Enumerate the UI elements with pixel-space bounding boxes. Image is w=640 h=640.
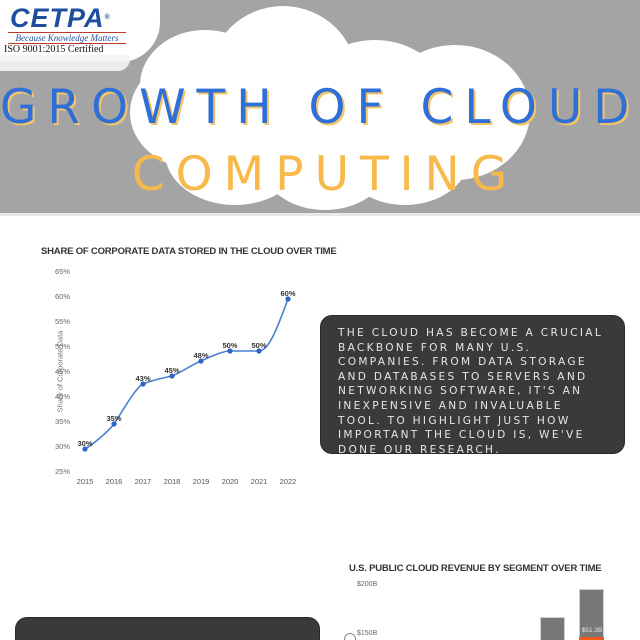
bar-segment [579,637,604,640]
data-point [169,373,175,379]
brush-stroke-tail [0,55,130,71]
y-tick: 40% [54,392,70,401]
registered-mark: ® [104,14,111,21]
chart-title: U.S. PUBLIC CLOUD REVENUE BY SEGMENT OVE… [349,563,602,574]
data-point [111,421,117,427]
data-label: 43% [135,374,151,383]
data-label: 50% [222,341,238,350]
chart-title: SHARE OF CORPORATE DATA STORED IN THE CL… [41,246,337,257]
header-banner: CETPA® Because Knowledge Matters ISO 900… [0,0,640,213]
x-tick: 2015 [76,477,94,486]
data-point [256,348,262,354]
page-title-line2: COMPUTING [131,147,519,202]
data-label: 30% [77,439,93,448]
y-tick: 45% [54,367,70,376]
y-tick: 65% [54,267,70,276]
y-tick: 55% [54,317,70,326]
cetpa-logo: CETPA® Because Knowledge Matters ISO 900… [4,4,154,56]
bottom-card [15,617,320,640]
y-tick: $200B [357,581,378,588]
brush-stroke [0,0,160,62]
x-tick: 2016 [105,477,123,486]
data-label: 35% [106,414,122,423]
bar-segment-label: $51.3B [581,627,603,634]
x-tick: 2020 [221,477,239,486]
x-tick: 2022 [279,477,297,486]
data-label: 50% [251,341,267,350]
y-tick: 25% [54,467,70,476]
x-tick: 2018 [163,477,181,486]
y-tick: 60% [54,292,70,301]
data-point [285,296,291,302]
info-card-text: The cloud has become a crucial backbone … [338,327,604,456]
y-tick: 50% [54,342,70,351]
y-tick: 30% [54,442,70,451]
data-label: 60% [280,289,296,298]
data-point [198,358,204,364]
logo-brand: CETPA [10,3,105,33]
info-card: The cloud has become a crucial backbone … [320,315,625,456]
data-point [227,348,233,354]
cloud-shape [0,0,640,213]
y-tick: 35% [54,417,70,426]
logo-certification: ISO 9001:2015 Certified [4,44,104,55]
x-tick: 2021 [250,477,268,486]
data-label: 48% [193,351,209,360]
data-point [82,446,88,452]
page-title-line1: GROWTH OF CLOUD [0,80,640,135]
legend-circle-icon [344,633,356,640]
x-tick: 2017 [134,477,152,486]
bar: $51.3B [579,589,604,640]
y-tick: $150B [357,630,378,637]
data-label: 45% [164,366,180,375]
banner-divider [0,213,640,216]
data-point [140,381,146,387]
bar [540,617,565,640]
x-tick: 2019 [192,477,210,486]
logo-tagline: Because Knowledge Matters [8,32,126,44]
